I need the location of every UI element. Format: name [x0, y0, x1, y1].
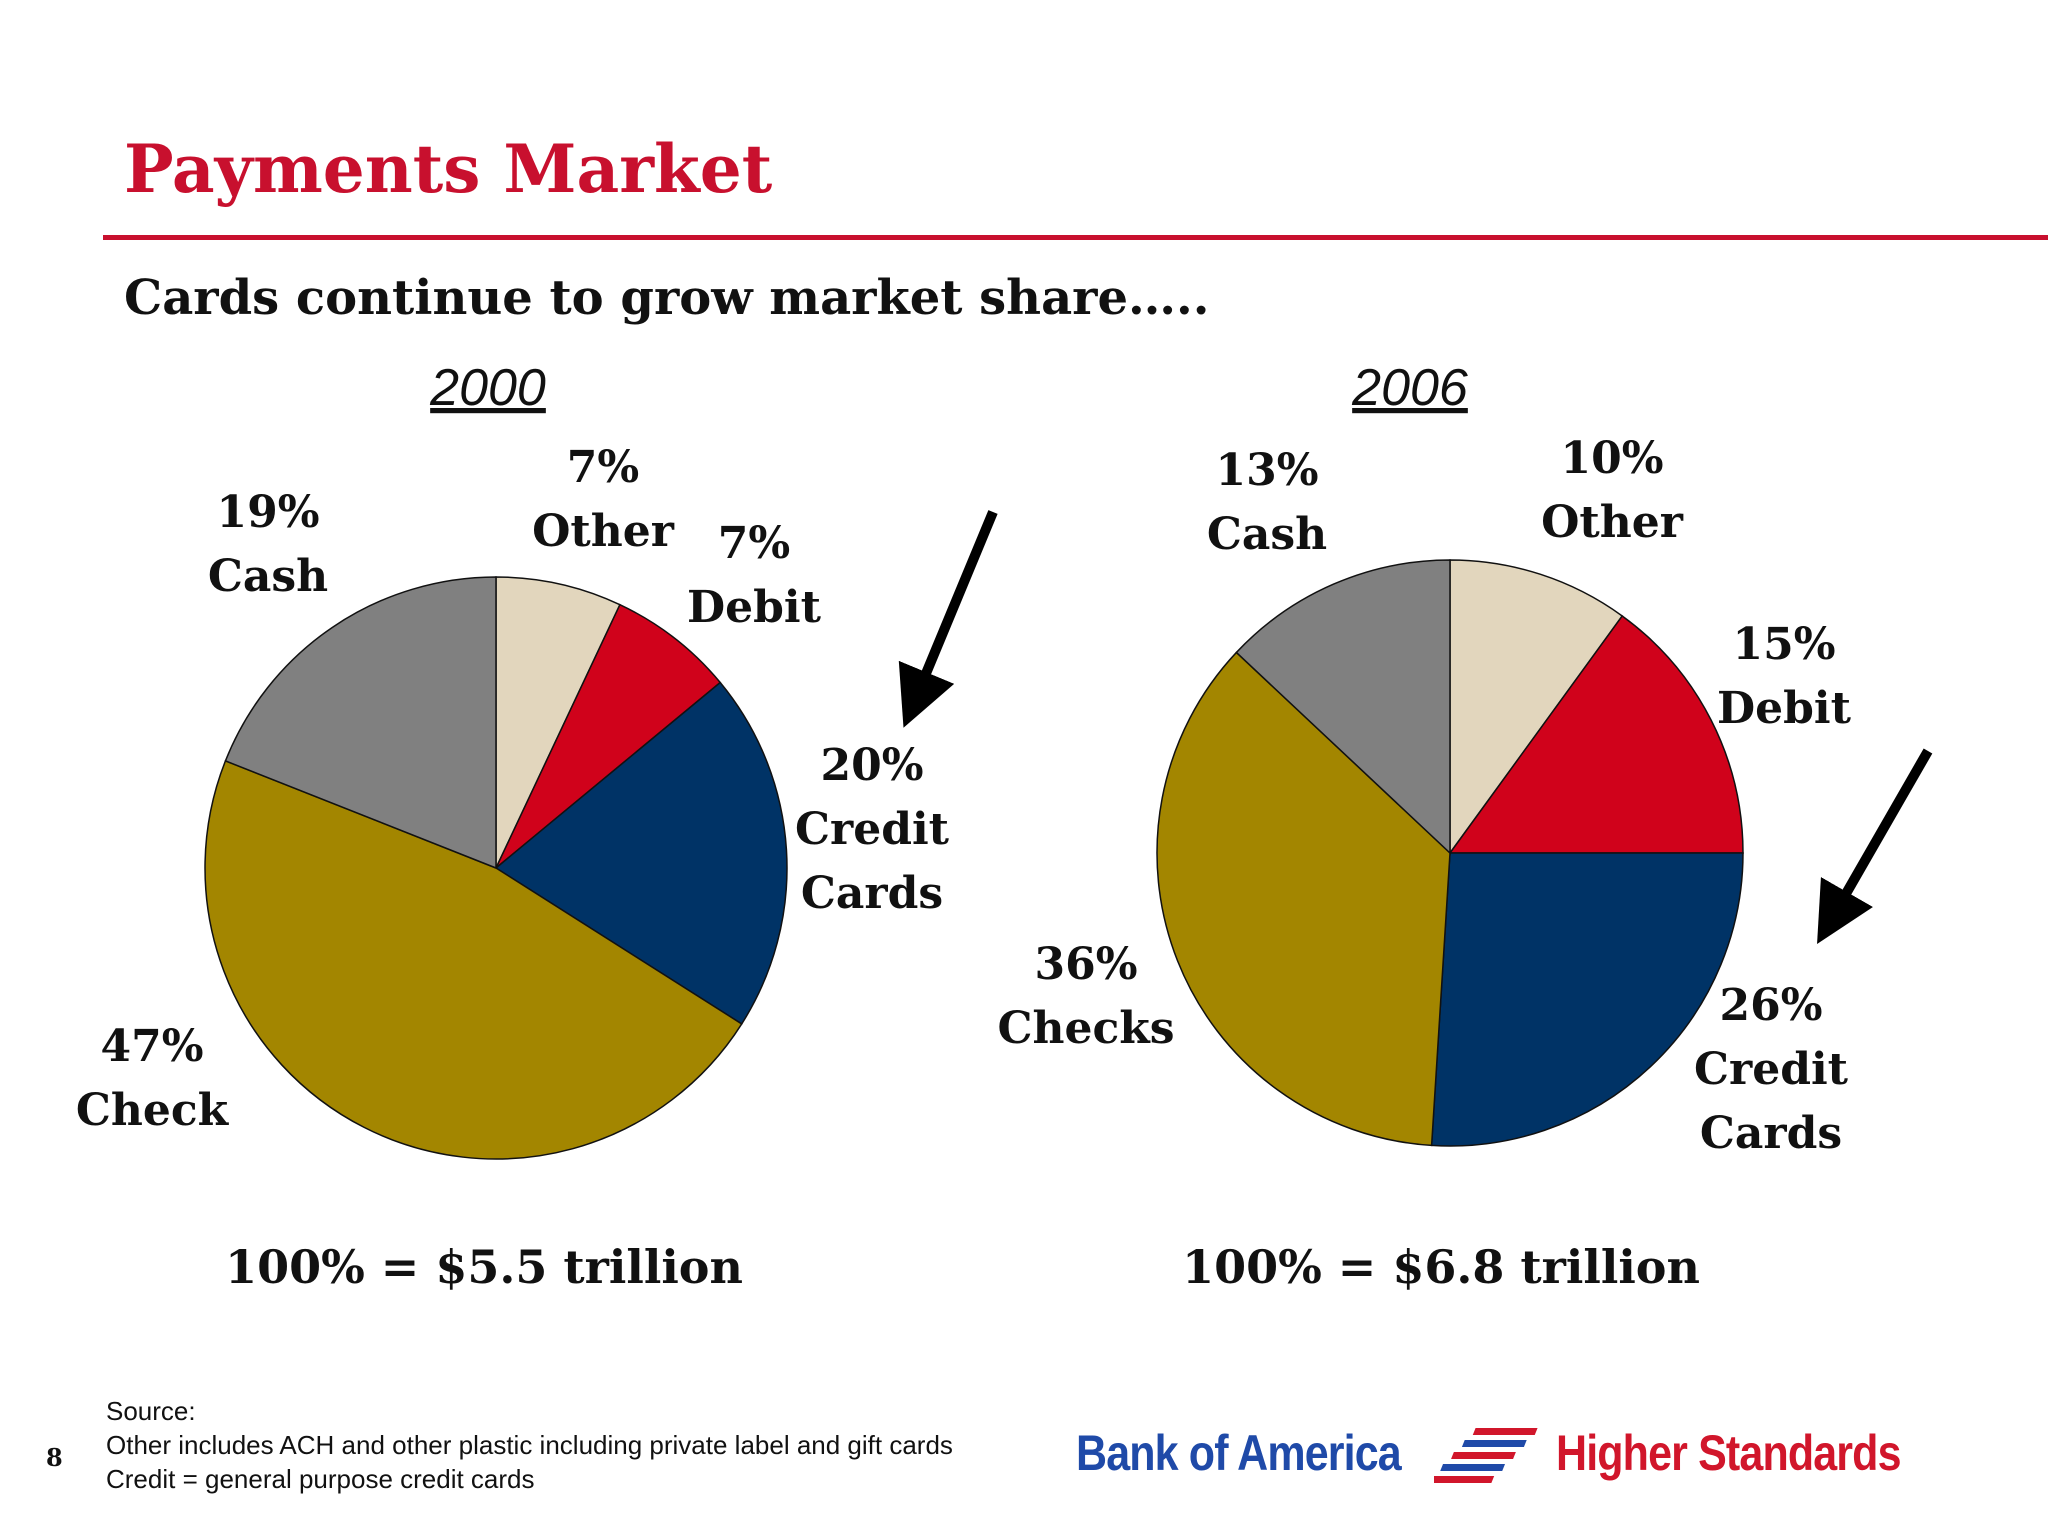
page-subtitle: Cards continue to grow market share…..: [124, 270, 1210, 326]
pie-slice-credit-cards: [494, 681, 788, 1025]
slice-label-other: 10% Other: [1541, 433, 1684, 548]
pie-slice-other: [495, 576, 621, 869]
pie-slice-other: [1449, 559, 1624, 856]
slice-label-cash: 13% Cash: [1207, 445, 1327, 560]
source-line: Source:: [106, 1396, 196, 1426]
pie-slice-check: [204, 759, 743, 1160]
flag-logo-icon: [1434, 1428, 1538, 1483]
page-title: Payments Market: [124, 130, 773, 208]
logo-brand-text: Bank of America: [1076, 1425, 1402, 1481]
source-note: Source: Other includes ACH and other pla…: [106, 1394, 953, 1496]
pie-slice-debit: [1448, 614, 1744, 854]
pie-slice-debit: [495, 603, 722, 869]
slice-label-check: 47% Check: [76, 1021, 230, 1136]
pie-slice-cash: [224, 576, 497, 870]
chart-title: 2000: [429, 359, 546, 417]
slice-label-checks: 36% Checks: [997, 939, 1174, 1054]
pie-slice-checks: [1156, 651, 1451, 1147]
slice-label-cash: 19% Cash: [208, 487, 328, 602]
source-line: Other includes ACH and other plastic inc…: [106, 1430, 953, 1460]
pie-chart-2000: 2000 7% Other 7% Debit 20% Credit Cards 47% Check…: [76, 359, 950, 1294]
title-divider: [103, 235, 2048, 240]
pie-chart-2006: 2006 10% Other 15% Debit 26% Credit Cards 36% Che…: [997, 359, 1851, 1294]
trend-arrow-2006: [1817, 748, 1933, 945]
page-number: 8: [46, 1443, 63, 1472]
slice-label-credit-cards: 26% Credit Cards: [1694, 980, 1849, 1159]
slice-label-other: 7% Other: [532, 442, 675, 557]
slice-label-credit-cards: 20% Credit Cards: [795, 740, 950, 919]
bank-of-america-logo: Bank of America Higher Standards: [1072, 1420, 1968, 1490]
logo-tagline-text: Higher Standards: [1556, 1425, 1902, 1481]
source-line: Credit = general purpose credit cards: [106, 1464, 535, 1494]
chart-total-label: 100% = $6.8 trillion: [1182, 1240, 1700, 1294]
slice-label-debit: 7% Debit: [687, 518, 822, 633]
slice-label-debit: 15% Debit: [1717, 619, 1852, 734]
pie-slice-credit-cards: [1430, 852, 1744, 1147]
chart-total-label: 100% = $5.5 trillion: [225, 1240, 743, 1294]
pie-slice-cash: [1235, 559, 1451, 855]
trend-arrow-2000: [898, 510, 998, 728]
chart-title: 2006: [1351, 359, 1468, 417]
